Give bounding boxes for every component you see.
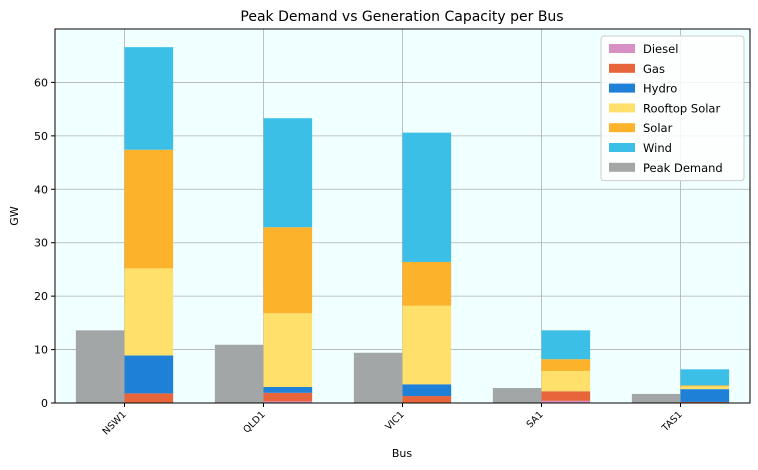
- legend-label: Diesel: [643, 42, 678, 56]
- bar-wind: [124, 47, 174, 150]
- bar-rooftop-solar: [541, 370, 591, 392]
- bar-hydro: [263, 386, 313, 393]
- legend-swatch: [609, 63, 635, 73]
- peak-demand-bar: [492, 388, 542, 403]
- legend-swatch: [609, 143, 635, 152]
- legend-label: Solar: [643, 121, 673, 135]
- bar-rooftop-solar: [680, 386, 730, 390]
- bar-wind: [263, 118, 313, 228]
- bar-gas: [124, 393, 174, 403]
- y-tick-label: 60: [34, 76, 48, 89]
- legend-label: Gas: [643, 62, 665, 76]
- legend-label: Peak Demand: [643, 161, 723, 175]
- y-axis-label: GW: [8, 206, 21, 226]
- bar-gas: [263, 392, 313, 402]
- legend-swatch: [609, 162, 635, 172]
- x-tick-label: QLD1: [241, 409, 267, 435]
- legend-box: [600, 35, 745, 182]
- legend-label: Rooftop Solar: [643, 101, 720, 115]
- bar-gas: [402, 396, 452, 403]
- bar-gas: [541, 391, 591, 401]
- peak-demand-bar: [353, 352, 403, 403]
- x-tick-label: SA1: [525, 409, 546, 430]
- bar-hydro: [124, 355, 174, 394]
- bar-gas: [680, 401, 730, 403]
- legend-label: Hydro: [643, 82, 677, 96]
- x-tick-label: NSW1: [101, 409, 129, 437]
- y-tick-label: 10: [34, 344, 48, 357]
- bar-rooftop-solar: [124, 268, 174, 356]
- bar-solar: [680, 385, 730, 387]
- bar-wind: [541, 330, 591, 360]
- bar-hydro: [402, 384, 452, 397]
- peak-demand-bar: [214, 344, 264, 403]
- legend-swatch: [609, 44, 635, 53]
- legend-swatch: [609, 83, 635, 93]
- y-tick-label: 20: [34, 290, 48, 303]
- bar-solar: [263, 227, 313, 314]
- y-tick-label: 50: [34, 130, 48, 143]
- x-axis: NSW1 QLD1 VIC1 SA1 TAS1: [101, 403, 685, 437]
- x-tick-label: VIC1: [383, 409, 406, 432]
- legend: Diesel Gas Hydro Rooftop Solar Solar Wind Peak…: [600, 35, 745, 182]
- x-tick-label: TAS1: [659, 409, 684, 434]
- legend-swatch: [609, 123, 635, 133]
- bar-solar: [402, 261, 452, 306]
- y-axis: 0 10 20 30 40 50 60: [34, 76, 55, 410]
- bar-hydro: [680, 389, 730, 402]
- bar-rooftop-solar: [402, 305, 452, 385]
- bar-wind: [680, 369, 730, 386]
- bar-diesel: [541, 400, 591, 403]
- y-tick-label: 40: [34, 183, 48, 196]
- bars: [75, 47, 730, 403]
- peak-demand-bar: [75, 330, 125, 403]
- x-axis-label: Bus: [392, 447, 413, 460]
- y-tick-label: 0: [41, 397, 48, 410]
- y-tick-label: 30: [34, 237, 48, 250]
- peak-demand-bar: [631, 393, 681, 403]
- chart-title: Peak Demand vs Generation Capacity per B…: [240, 9, 563, 25]
- legend-label: Wind: [643, 141, 672, 155]
- bar-solar: [541, 359, 591, 371]
- legend-swatch: [609, 103, 635, 113]
- bar-diesel: [263, 401, 313, 403]
- bar-wind: [402, 132, 452, 262]
- bar-rooftop-solar: [263, 313, 313, 387]
- bar-solar: [124, 149, 174, 269]
